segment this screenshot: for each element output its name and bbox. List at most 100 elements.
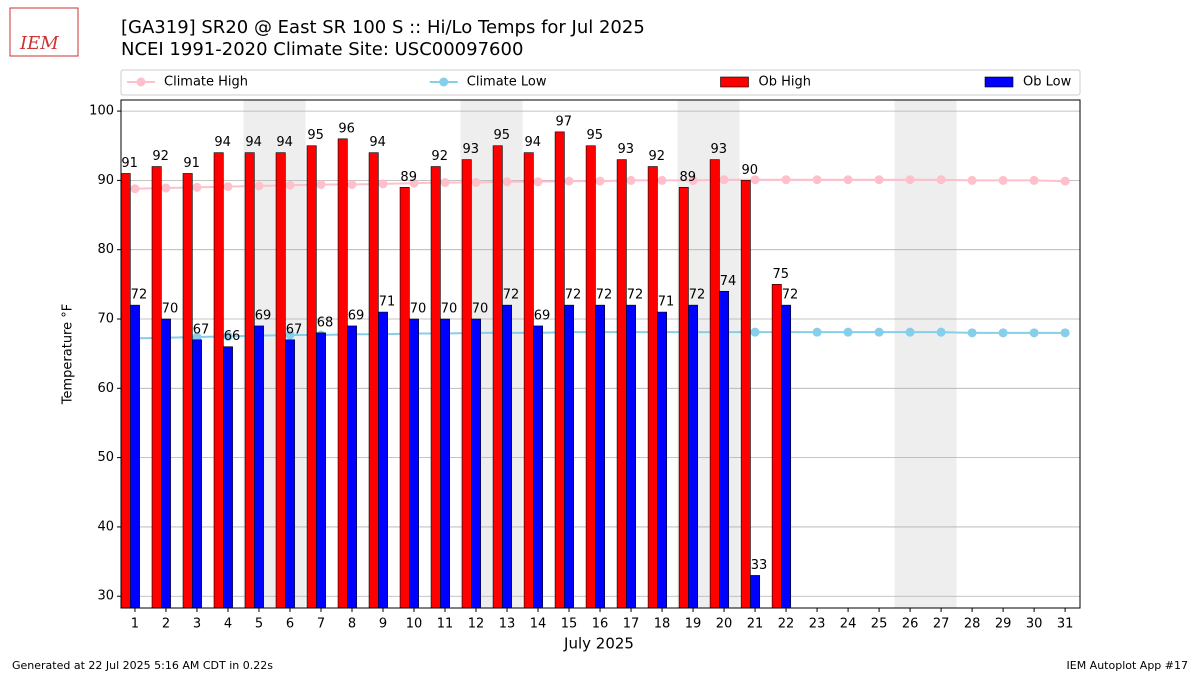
bar	[223, 346, 233, 609]
data-label: 72	[689, 288, 706, 303]
bar	[192, 339, 202, 609]
bar	[719, 290, 730, 609]
bar	[781, 304, 792, 609]
data-label: 90	[741, 163, 758, 178]
chart-subtitle: NCEI 1991-2020 Climate Site: USC00097600	[121, 39, 523, 60]
data-label: 91	[183, 156, 200, 171]
data-label: 96	[338, 121, 355, 136]
x-tick-label: 22	[778, 617, 795, 632]
data-label: 72	[565, 288, 582, 303]
bar	[161, 318, 171, 609]
marker	[843, 175, 853, 185]
marker	[657, 175, 667, 185]
bar	[523, 152, 534, 609]
x-tick-label: 21	[747, 617, 764, 632]
legend-swatch	[720, 76, 749, 88]
legend-marker	[136, 77, 146, 87]
bar	[306, 145, 317, 609]
marker	[285, 180, 295, 190]
x-tick-label: 31	[1057, 617, 1074, 632]
x-tick-label: 29	[995, 617, 1012, 632]
bar	[285, 339, 295, 609]
bar	[616, 159, 627, 609]
bar	[151, 166, 162, 609]
marker	[161, 183, 171, 193]
y-tick-label: 50	[97, 450, 114, 465]
marker	[1060, 328, 1070, 338]
data-label: 94	[245, 135, 262, 150]
bar	[347, 325, 357, 609]
data-label: 94	[369, 135, 386, 150]
x-tick-label: 15	[561, 617, 578, 632]
marker	[223, 182, 233, 192]
bar	[657, 311, 667, 609]
bar	[254, 325, 264, 609]
marker	[254, 181, 264, 191]
bar	[337, 138, 348, 609]
data-label: 69	[255, 308, 272, 323]
marker	[564, 176, 574, 186]
data-label: 72	[782, 288, 799, 303]
x-tick-label: 1	[131, 617, 139, 632]
data-label: 91	[121, 156, 138, 171]
marker	[130, 184, 140, 194]
marker	[905, 327, 915, 337]
marker	[1060, 176, 1070, 186]
data-label: 95	[586, 128, 603, 143]
bar	[533, 325, 543, 609]
x-tick-label: 18	[654, 617, 671, 632]
marker	[812, 327, 822, 337]
marker	[998, 175, 1008, 185]
data-label: 69	[348, 308, 365, 323]
data-label: 69	[534, 308, 551, 323]
y-tick-label: 30	[97, 589, 114, 604]
bar	[492, 145, 503, 609]
data-label: 71	[379, 295, 396, 310]
footer-right: IEM Autoplot App #17	[1067, 659, 1189, 672]
data-label: 89	[679, 170, 696, 185]
x-tick-label: 8	[348, 617, 356, 632]
legend-box	[120, 69, 1081, 96]
bar	[585, 145, 596, 609]
x-tick-label: 16	[592, 617, 609, 632]
bar	[409, 318, 419, 609]
bar	[750, 575, 761, 609]
logo: IEM	[19, 33, 59, 54]
x-tick-label: 19	[685, 617, 702, 632]
marker	[688, 175, 698, 185]
data-label: 70	[410, 302, 427, 317]
marker	[285, 330, 295, 340]
bar	[647, 166, 658, 609]
legend-swatch	[984, 76, 1014, 88]
bar	[502, 304, 512, 609]
bar	[430, 166, 441, 609]
data-label: 67	[286, 322, 303, 337]
bar	[626, 304, 636, 609]
legend-label: Climate Low	[467, 75, 547, 90]
bar	[378, 311, 388, 609]
bar	[564, 304, 574, 609]
marker	[471, 177, 481, 187]
marker	[440, 177, 450, 187]
data-label: 70	[441, 302, 458, 317]
data-label: 70	[472, 302, 489, 317]
data-label: 72	[503, 288, 520, 303]
bar	[316, 332, 326, 609]
legend-label: Climate High	[164, 75, 248, 90]
data-label: 74	[720, 274, 737, 289]
marker	[719, 175, 729, 185]
data-label: 93	[462, 142, 479, 157]
bar	[244, 152, 255, 609]
data-label: 95	[493, 128, 510, 143]
data-label: 71	[658, 295, 675, 310]
data-label: 94	[524, 135, 541, 150]
x-tick-label: 17	[623, 617, 640, 632]
marker	[595, 176, 605, 186]
bar	[120, 173, 131, 609]
marker	[347, 180, 357, 190]
x-tick-label: 4	[224, 617, 232, 632]
x-tick-label: 25	[871, 617, 888, 632]
x-tick-label: 20	[716, 617, 733, 632]
x-tick-label: 12	[468, 617, 485, 632]
marker	[192, 332, 202, 342]
